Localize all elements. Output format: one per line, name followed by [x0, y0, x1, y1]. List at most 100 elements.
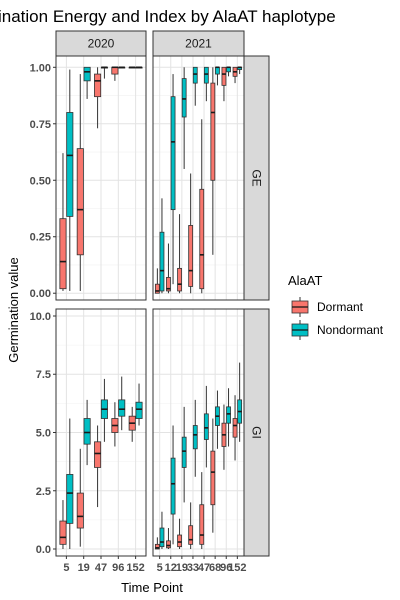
- x-tick-label: 152: [228, 562, 246, 574]
- box-dormant-19: [76, 74, 84, 291]
- box-body: [232, 418, 238, 438]
- y-tick-label: 0.00: [30, 288, 51, 300]
- box-nondormant-152: [237, 66, 243, 75]
- legend-title: AlaAT: [288, 273, 322, 288]
- box-dormant-68: [210, 418, 216, 533]
- panel-GE-2021: [152, 55, 245, 301]
- x-tick-label: 19: [78, 562, 90, 574]
- box-body: [94, 441, 102, 468]
- box-body: [181, 436, 187, 468]
- box-nondormant-152: [135, 66, 143, 69]
- legend-label: Dormant: [317, 300, 364, 314]
- box-nondormant-47: [100, 378, 108, 442]
- box-dormant-33: [188, 173, 194, 294]
- box-nondormant-33: [192, 399, 198, 477]
- x-tick-label: 33: [187, 562, 199, 574]
- panel-GI-2020: 0.0 2.5 5.0 7.5 10.0 5 19 47 96 152: [30, 308, 147, 574]
- box-dormant-152: [128, 66, 136, 69]
- box-nondormant-47: [203, 66, 209, 102]
- box-nondormant-12: [170, 74, 176, 285]
- box-dormant-47: [199, 472, 205, 550]
- box-body: [159, 231, 165, 292]
- box-nondormant-5: [159, 511, 165, 550]
- box-body: [192, 66, 198, 84]
- box-nondormant-68: [215, 66, 220, 86]
- panel-border: [152, 308, 245, 557]
- box-body: [94, 73, 102, 98]
- box-dormant-12: [166, 243, 171, 294]
- box-body: [66, 474, 74, 524]
- x-tick-label: 96: [220, 562, 232, 574]
- box-body: [199, 504, 205, 545]
- box-body: [166, 277, 171, 292]
- box-dormant-33: [188, 502, 194, 550]
- box-body: [181, 78, 187, 118]
- box-body: [210, 82, 216, 181]
- box-body: [203, 66, 209, 84]
- x-tick-label: 12: [165, 562, 177, 574]
- facet-strip-2020: [55, 30, 147, 57]
- y-tick-label: 10.0: [30, 311, 51, 323]
- legend: AlaAT Dormant Nondormant: [288, 273, 384, 340]
- y-axis-title: Germination value: [6, 257, 21, 363]
- facet-col-label: 2020: [88, 37, 115, 51]
- box-dormant-19: [76, 448, 84, 547]
- box-dormant-152: [128, 406, 136, 442]
- box-dormant-96: [111, 402, 119, 447]
- box-body: [66, 112, 74, 217]
- box-dormant-5: [59, 500, 67, 550]
- box-dormant-19: [177, 214, 182, 294]
- box-body: [166, 540, 171, 549]
- box-dormant-47: [199, 119, 205, 294]
- box-body: [199, 188, 205, 290]
- facet-col-label: 2021: [185, 37, 212, 51]
- box-dormant-96: [221, 404, 227, 470]
- x-tick-label: 5: [157, 562, 163, 574]
- legend-label: Nondormant: [317, 323, 384, 337]
- box-nondormant-68: [215, 390, 220, 449]
- box-nondormant-5: [66, 69, 74, 291]
- box-nondormant-47: [100, 66, 108, 79]
- box-body: [177, 267, 182, 292]
- x-tick-label: 68: [209, 562, 221, 574]
- box-body: [59, 520, 67, 545]
- box-nondormant-152: [135, 383, 143, 426]
- box-nondormant-5: [66, 418, 74, 550]
- box-nondormant-19: [181, 67, 187, 169]
- box-body: [59, 218, 67, 290]
- box-body: [76, 148, 84, 256]
- panel-border: [55, 55, 147, 301]
- x-tick-label: 96: [112, 562, 124, 574]
- box-nondormant-47: [203, 385, 209, 468]
- box-dormant-152: [232, 66, 238, 84]
- box-nondormant-19: [181, 406, 187, 503]
- facet-strip-2021: [152, 30, 245, 57]
- box-body: [177, 534, 182, 548]
- box-nondormant-96: [226, 66, 231, 77]
- x-tick-label: 47: [198, 562, 210, 574]
- x-axis-title: Time Point: [121, 580, 183, 595]
- legend-item-nondormant: Nondormant: [291, 320, 384, 340]
- box-dormant-19: [177, 518, 182, 550]
- box-nondormant-33: [192, 66, 198, 106]
- facet-row-label: GE: [250, 169, 264, 186]
- box-dormant-5: [59, 153, 67, 291]
- box-dormant-47: [94, 425, 102, 508]
- y-tick-label: 7.5: [36, 369, 51, 381]
- box-dormant-47: [94, 67, 102, 129]
- box-body: [188, 225, 194, 287]
- box-body: [210, 450, 216, 506]
- facet-row-label: GI: [250, 426, 264, 439]
- box-body: [226, 406, 231, 424]
- y-tick-label: 2.5: [36, 486, 51, 498]
- box-body: [135, 401, 143, 419]
- box-dormant-152: [232, 395, 238, 461]
- panel-border: [152, 55, 245, 301]
- box-dormant-96: [111, 66, 119, 81]
- box-dormant-5: [154, 268, 160, 294]
- box-body: [221, 66, 227, 86]
- box-body: [203, 413, 209, 440]
- box-nondormant-12: [170, 425, 176, 545]
